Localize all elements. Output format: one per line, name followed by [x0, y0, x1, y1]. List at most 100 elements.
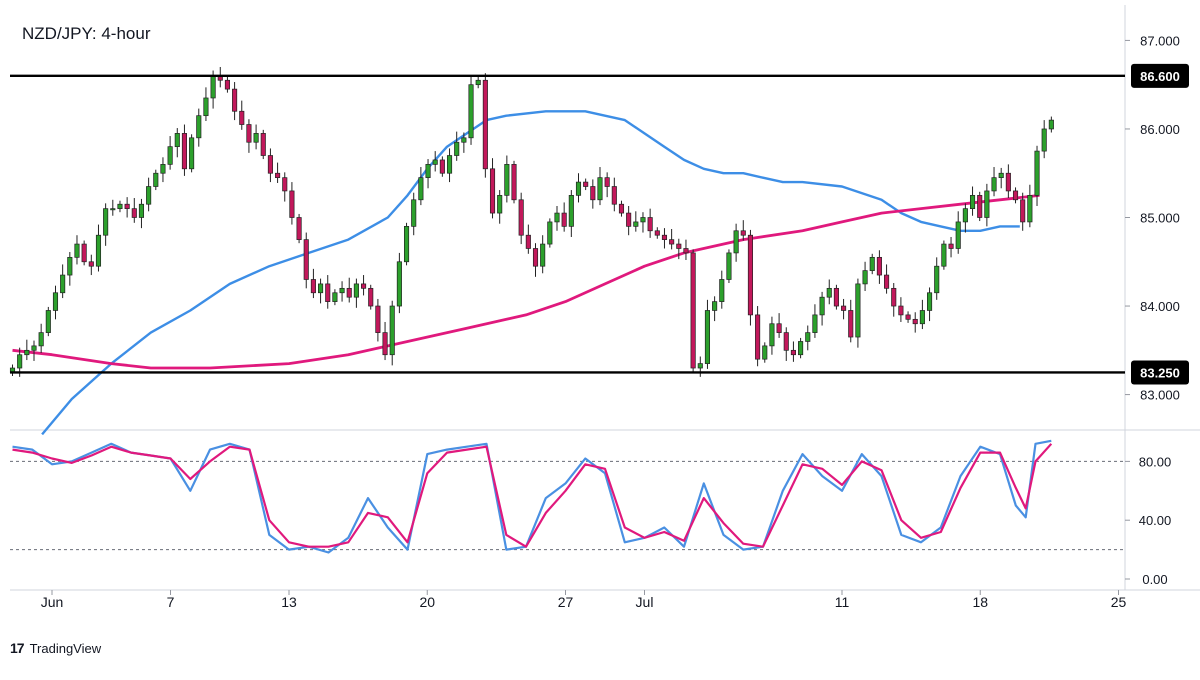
bearish-candle: [590, 186, 596, 201]
bullish-candle: [67, 256, 73, 276]
bearish-candle: [246, 124, 252, 143]
price-tick-label: 84.000: [1140, 299, 1180, 314]
bullish-candle: [339, 287, 345, 294]
bearish-candle: [181, 133, 187, 170]
bearish-candle: [1012, 190, 1019, 201]
bullish-candle: [805, 332, 811, 342]
bullish-candle: [1041, 128, 1047, 152]
bearish-candle: [747, 234, 753, 316]
bullish-candle: [432, 159, 438, 165]
bearish-candle: [690, 252, 696, 369]
bearish-candle: [561, 212, 567, 227]
bearish-candle: [884, 274, 890, 289]
bullish-candle: [769, 323, 775, 347]
price-tick-label: 87.000: [1140, 33, 1180, 48]
time-tick-label: 27: [558, 594, 574, 610]
bullish-candle: [468, 84, 474, 139]
price-tick-label: 86.000: [1140, 122, 1180, 137]
bullish-candle: [31, 345, 37, 351]
bearish-candle: [977, 195, 983, 218]
bullish-candle: [855, 283, 861, 338]
bearish-candle: [310, 279, 316, 294]
bullish-candle: [762, 345, 768, 360]
bullish-candle: [575, 181, 582, 196]
bullish-candle: [396, 261, 402, 307]
bullish-candle: [411, 199, 417, 227]
bearish-candle: [755, 314, 761, 360]
axes: 87.000 86.000 85.000 84.000 83.000 Jun 7 13 20 27…: [41, 33, 1180, 610]
bullish-candle: [74, 243, 80, 258]
bearish-candle: [661, 234, 668, 240]
bullish-candle: [862, 270, 868, 285]
bullish-candle: [475, 79, 481, 86]
bullish-candle: [446, 155, 453, 174]
bullish-candle: [697, 363, 703, 369]
bullish-candle: [712, 301, 718, 311]
bullish-candle: [934, 265, 940, 294]
bearish-candle: [303, 239, 309, 280]
bullish-candle: [60, 274, 66, 294]
bullish-candle: [17, 354, 23, 369]
bullish-candle: [554, 212, 560, 223]
bearish-candle: [224, 79, 230, 90]
bullish-candle: [955, 221, 961, 249]
bearish-candle: [289, 190, 295, 218]
bullish-candle: [52, 292, 59, 311]
bearish-candle: [583, 181, 589, 187]
stochastic-tick-label: 80.00: [1139, 454, 1172, 469]
bullish-candle: [353, 283, 359, 298]
stochastic-panel: [10, 439, 1125, 554]
time-tick-label: 11: [835, 594, 850, 610]
bullish-candle: [633, 221, 639, 227]
bullish-candle: [719, 279, 725, 302]
bullish-candle: [919, 310, 925, 325]
bullish-candle: [733, 230, 739, 254]
stochastic-k-line: [12, 439, 1052, 554]
bullish-candle: [1034, 150, 1040, 196]
tradingview-logo-icon: 17: [10, 640, 25, 656]
bearish-candle: [647, 217, 653, 232]
bearish-candle: [81, 243, 87, 263]
bearish-candle: [1005, 172, 1011, 192]
time-tick-label: 18: [972, 594, 988, 610]
bearish-candle: [740, 230, 746, 236]
bullish-candle: [117, 203, 123, 209]
level-price-tag: [1131, 63, 1189, 88]
bullish-candle: [991, 177, 997, 192]
levels: 86.600 83.250: [10, 63, 1189, 385]
bearish-candle: [876, 256, 882, 276]
bearish-candle: [891, 287, 897, 307]
bullish-candle: [425, 164, 431, 179]
bearish-candle: [439, 159, 445, 174]
bullish-candle: [318, 283, 324, 294]
bullish-candle: [332, 292, 338, 302]
candles: [9, 66, 1054, 377]
bullish-candle: [547, 221, 553, 245]
stochastic-d-line: [12, 443, 1053, 548]
bullish-candle: [568, 195, 574, 227]
bullish-candle: [174, 133, 180, 148]
bearish-candle: [361, 283, 367, 289]
bearish-candle: [626, 212, 632, 227]
bullish-candle: [454, 141, 460, 156]
bearish-candle: [382, 332, 388, 356]
brand-name: TradingView: [29, 640, 102, 656]
bullish-candle: [403, 226, 410, 263]
bearish-candle: [654, 230, 660, 236]
bullish-candle: [45, 310, 51, 333]
bullish-candle: [497, 195, 503, 214]
bullish-candle: [153, 172, 159, 187]
bearish-candle: [683, 248, 689, 254]
bearish-candle: [88, 261, 94, 267]
bullish-candle: [24, 349, 30, 356]
level-price-tag: [1131, 360, 1189, 385]
bearish-candle: [790, 349, 796, 356]
bullish-candle: [38, 332, 44, 347]
bullish-candle: [597, 177, 603, 201]
bullish-candle: [160, 164, 166, 174]
bearish-candle: [267, 155, 273, 174]
tradingview-brand: 17 TradingView: [10, 640, 101, 656]
bearish-candle: [239, 110, 245, 125]
